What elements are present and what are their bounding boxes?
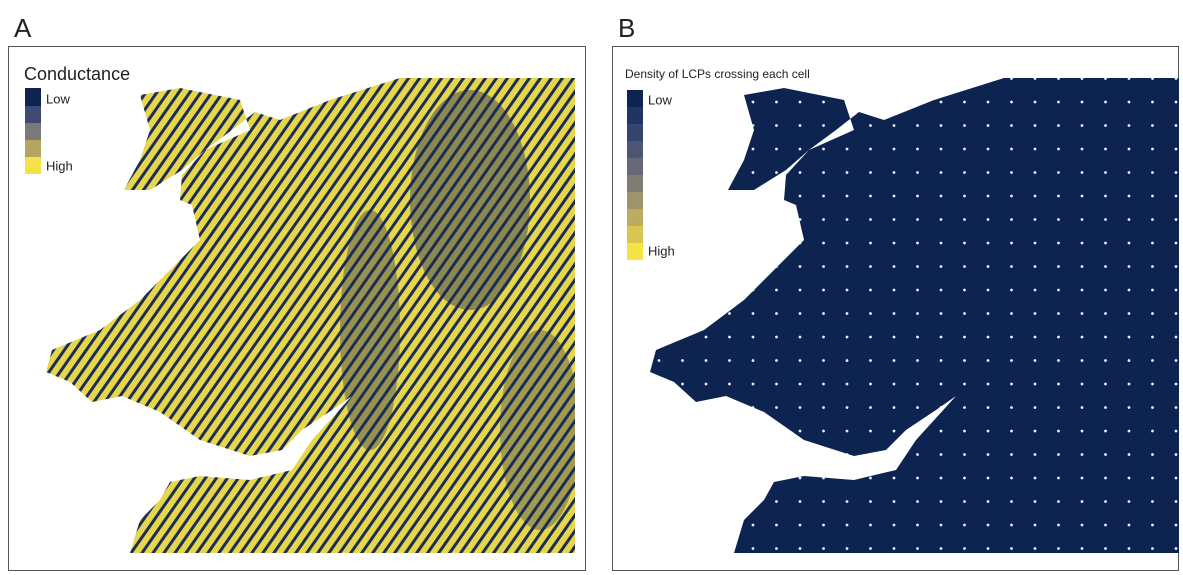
legend-swatch (627, 243, 643, 260)
legend-high: High (648, 243, 675, 258)
legend-swatch (25, 157, 41, 174)
legend-swatch (627, 175, 643, 192)
legend-swatch (25, 88, 41, 106)
map-low-zone (500, 330, 580, 530)
panel-label: B (618, 13, 635, 43)
legend-swatch (627, 141, 643, 158)
conductance-map (40, 78, 580, 553)
legend-swatch (627, 226, 643, 243)
panel-label: A (14, 13, 32, 43)
map-raster (650, 78, 1179, 553)
legend-title: Conductance (24, 64, 130, 84)
legend-low: Low (648, 92, 672, 107)
panel-a: A Conductance Low High (9, 13, 586, 571)
legend-title: Density of LCPs crossing each cell (625, 67, 810, 81)
legend-low: Low (46, 91, 70, 106)
legend-swatch (627, 158, 643, 175)
legend-swatch (627, 124, 643, 141)
density-map (650, 78, 1179, 553)
legend-swatch (25, 140, 41, 157)
panel-b: B Density of LCPs crossing each cell Low… (613, 13, 1180, 571)
legend-scale (25, 88, 41, 174)
legend-swatch (627, 107, 643, 124)
map-low-zone (410, 90, 530, 310)
legend-scale (627, 90, 643, 260)
legend-swatch (627, 192, 643, 209)
legend-swatch (25, 106, 41, 123)
legend-swatch (25, 123, 41, 140)
legend-swatch (627, 90, 643, 107)
legend-swatch (627, 209, 643, 226)
map-low-zone (340, 210, 400, 450)
figure: A Conductance Low High B Density of LCPs… (0, 0, 1183, 575)
legend-high: High (46, 158, 73, 173)
